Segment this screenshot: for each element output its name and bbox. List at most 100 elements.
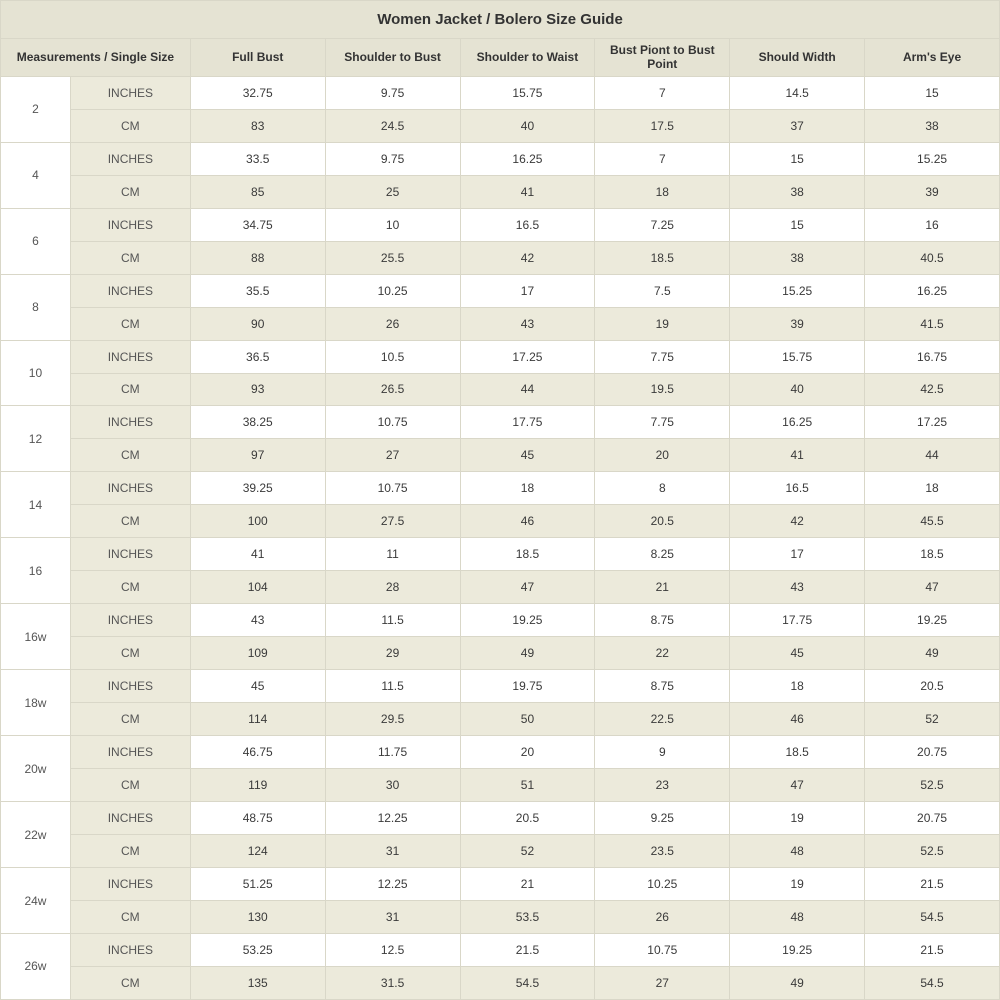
cell-value: 18 (460, 472, 595, 505)
cell-value: 27 (325, 439, 460, 472)
cell-value: 44 (865, 439, 1000, 472)
cell-value: 16.5 (730, 472, 865, 505)
cell-value: 19.5 (595, 373, 730, 406)
cell-value: 52 (865, 703, 1000, 736)
cell-value: 130 (190, 901, 325, 934)
cell-value: 20.75 (865, 736, 1000, 769)
cell-value: 25 (325, 175, 460, 208)
unit-cm: CM (70, 703, 190, 736)
cell-value: 30 (325, 769, 460, 802)
cell-value: 54.5 (865, 966, 1000, 999)
unit-cm: CM (70, 439, 190, 472)
size-label: 8 (1, 274, 71, 340)
cell-value: 19 (595, 307, 730, 340)
cell-value: 10.75 (325, 406, 460, 439)
cell-value: 11.75 (325, 736, 460, 769)
size-label: 16 (1, 538, 71, 604)
cell-value: 21.5 (460, 933, 595, 966)
table-title: Women Jacket / Bolero Size Guide (1, 1, 1000, 39)
cell-value: 45.5 (865, 505, 1000, 538)
unit-inches: INCHES (70, 208, 190, 241)
cell-value: 135 (190, 966, 325, 999)
cell-value: 17.5 (595, 109, 730, 142)
cell-value: 19.75 (460, 670, 595, 703)
cell-value: 29 (325, 637, 460, 670)
cell-value: 34.75 (190, 208, 325, 241)
cell-value: 8.25 (595, 538, 730, 571)
unit-cm: CM (70, 637, 190, 670)
cell-value: 39 (865, 175, 1000, 208)
cell-value: 7.75 (595, 340, 730, 373)
cell-value: 20.5 (595, 505, 730, 538)
cell-value: 88 (190, 241, 325, 274)
cell-value: 53.25 (190, 933, 325, 966)
size-guide-table: Women Jacket / Bolero Size Guide Measure… (0, 0, 1000, 1000)
cell-value: 9.75 (325, 142, 460, 175)
cell-value: 12.25 (325, 802, 460, 835)
cell-value: 11 (325, 538, 460, 571)
cell-value: 36.5 (190, 340, 325, 373)
cell-value: 46 (730, 703, 865, 736)
unit-inches: INCHES (70, 670, 190, 703)
cell-value: 38 (730, 241, 865, 274)
cell-value: 8.75 (595, 604, 730, 637)
cell-value: 38 (730, 175, 865, 208)
cell-value: 23 (595, 769, 730, 802)
cell-value: 15 (730, 142, 865, 175)
size-label: 24w (1, 868, 71, 934)
cell-value: 16.5 (460, 208, 595, 241)
cell-value: 14.5 (730, 76, 865, 109)
cell-value: 42 (730, 505, 865, 538)
unit-cm: CM (70, 307, 190, 340)
cell-value: 7 (595, 142, 730, 175)
cell-value: 52.5 (865, 835, 1000, 868)
cell-value: 16.25 (460, 142, 595, 175)
cell-value: 23.5 (595, 835, 730, 868)
size-label: 18w (1, 670, 71, 736)
cell-value: 28 (325, 571, 460, 604)
cell-value: 20.5 (460, 802, 595, 835)
cell-value: 7.25 (595, 208, 730, 241)
cell-value: 20.5 (865, 670, 1000, 703)
cell-value: 17.25 (460, 340, 595, 373)
cell-value: 43 (730, 571, 865, 604)
cell-value: 20 (460, 736, 595, 769)
cell-value: 15.25 (730, 274, 865, 307)
cell-value: 47 (730, 769, 865, 802)
cell-value: 51 (460, 769, 595, 802)
cell-value: 54.5 (460, 966, 595, 999)
cell-value: 15 (865, 76, 1000, 109)
cell-value: 43 (460, 307, 595, 340)
cell-value: 46 (460, 505, 595, 538)
cell-value: 10.75 (325, 472, 460, 505)
cell-value: 41 (730, 439, 865, 472)
cell-value: 31 (325, 901, 460, 934)
cell-value: 21.5 (865, 933, 1000, 966)
cell-value: 17.25 (865, 406, 1000, 439)
cell-value: 19.25 (730, 933, 865, 966)
cell-value: 40.5 (865, 241, 1000, 274)
unit-cm: CM (70, 373, 190, 406)
unit-cm: CM (70, 966, 190, 999)
cell-value: 16.75 (865, 340, 1000, 373)
cell-value: 109 (190, 637, 325, 670)
cell-value: 21.5 (865, 868, 1000, 901)
unit-cm: CM (70, 109, 190, 142)
unit-inches: INCHES (70, 538, 190, 571)
cell-value: 19.25 (865, 604, 1000, 637)
cell-value: 50 (460, 703, 595, 736)
cell-value: 100 (190, 505, 325, 538)
cell-value: 37 (730, 109, 865, 142)
cell-value: 16.25 (730, 406, 865, 439)
cell-value: 47 (460, 571, 595, 604)
unit-cm: CM (70, 505, 190, 538)
header-col: Shoulder to Bust (325, 39, 460, 77)
cell-value: 93 (190, 373, 325, 406)
cell-value: 31.5 (325, 966, 460, 999)
cell-value: 9 (595, 736, 730, 769)
size-label: 4 (1, 142, 71, 208)
cell-value: 17.75 (460, 406, 595, 439)
unit-inches: INCHES (70, 933, 190, 966)
cell-value: 8.75 (595, 670, 730, 703)
cell-value: 15.75 (460, 76, 595, 109)
